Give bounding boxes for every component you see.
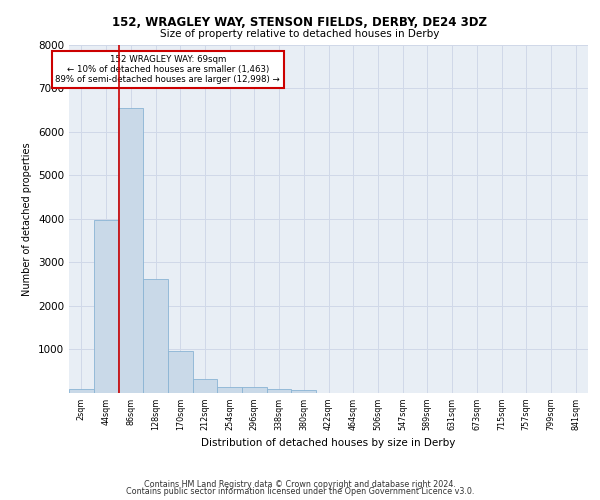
X-axis label: Distribution of detached houses by size in Derby: Distribution of detached houses by size … — [202, 438, 455, 448]
Bar — [242, 388, 267, 392]
Text: 152, WRAGLEY WAY, STENSON FIELDS, DERBY, DE24 3DZ: 152, WRAGLEY WAY, STENSON FIELDS, DERBY,… — [113, 16, 487, 29]
Bar — [94, 220, 118, 392]
Y-axis label: Number of detached properties: Number of detached properties — [22, 142, 32, 296]
Text: Contains public sector information licensed under the Open Government Licence v3: Contains public sector information licen… — [126, 488, 474, 496]
Bar — [118, 108, 143, 393]
Bar — [267, 388, 292, 392]
Bar — [217, 387, 242, 392]
Text: 152 WRAGLEY WAY: 69sqm
← 10% of detached houses are smaller (1,463)
89% of semi-: 152 WRAGLEY WAY: 69sqm ← 10% of detached… — [55, 54, 280, 84]
Text: Contains HM Land Registry data © Crown copyright and database right 2024.: Contains HM Land Registry data © Crown c… — [144, 480, 456, 489]
Bar — [168, 351, 193, 393]
Bar — [69, 389, 94, 392]
Bar — [292, 390, 316, 392]
Text: Size of property relative to detached houses in Derby: Size of property relative to detached ho… — [160, 29, 440, 39]
Bar — [193, 380, 217, 392]
Bar — [143, 278, 168, 392]
